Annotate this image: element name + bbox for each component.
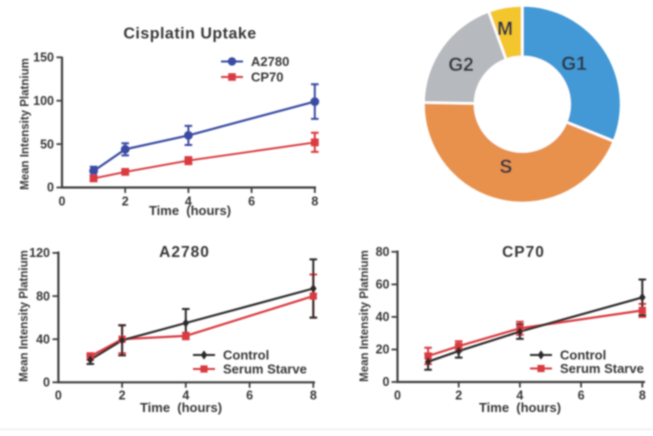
svg-text:60: 60 [376, 278, 390, 292]
svg-text:2: 2 [122, 195, 129, 209]
svg-text:6: 6 [248, 195, 255, 209]
svg-text:Mean Intensity Platnium: Mean Intensity Platnium [19, 250, 31, 382]
svg-text:CP70: CP70 [251, 70, 284, 85]
svg-text:Time (hours): Time (hours) [140, 400, 222, 415]
svg-text:A2780: A2780 [159, 244, 210, 261]
svg-text:4: 4 [185, 195, 192, 209]
svg-text:80: 80 [376, 245, 390, 259]
svg-text:Control: Control [223, 348, 269, 363]
svg-text:G1: G1 [561, 54, 587, 75]
svg-text:20: 20 [376, 343, 390, 357]
svg-text:50: 50 [40, 137, 54, 151]
svg-text:120: 120 [29, 246, 50, 260]
svg-text:80: 80 [36, 289, 50, 303]
svg-text:4: 4 [516, 389, 523, 403]
svg-text:Serum Starve: Serum Starve [560, 361, 644, 376]
svg-text:Mean Intensity Platnium: Mean Intensity Platnium [359, 250, 371, 382]
svg-text:0: 0 [59, 195, 66, 209]
svg-text:A2780: A2780 [251, 54, 289, 69]
svg-text:0: 0 [43, 376, 50, 390]
svg-text:Control: Control [560, 348, 606, 363]
svg-text:8: 8 [311, 195, 318, 209]
svg-text:0: 0 [55, 389, 62, 403]
svg-text:Time (hours): Time (hours) [479, 400, 561, 415]
svg-text:100: 100 [33, 94, 54, 108]
svg-text:Mean Intensity Platnium: Mean Intensity Platnium [20, 58, 32, 190]
svg-text:8: 8 [310, 389, 317, 403]
svg-text:40: 40 [36, 332, 50, 346]
svg-text:40: 40 [376, 310, 390, 324]
svg-text:4: 4 [182, 389, 189, 403]
svg-text:6: 6 [578, 389, 585, 403]
svg-text:2: 2 [455, 389, 462, 403]
svg-text:0: 0 [383, 375, 390, 389]
svg-text:Cisplatin Uptake: Cisplatin Uptake [123, 26, 256, 43]
svg-text:Time (hours): Time (hours) [149, 203, 231, 218]
svg-text:8: 8 [639, 389, 646, 403]
svg-text:CP70: CP70 [502, 244, 545, 261]
svg-text:S: S [500, 157, 513, 178]
svg-text:M: M [497, 19, 513, 40]
svg-text:2: 2 [119, 389, 126, 403]
svg-text:0: 0 [47, 181, 54, 195]
svg-text:0: 0 [394, 389, 401, 403]
svg-text:6: 6 [246, 389, 253, 403]
svg-text:G2: G2 [448, 55, 473, 76]
svg-text:150: 150 [33, 51, 54, 65]
svg-text:Serum Starve: Serum Starve [223, 362, 307, 377]
